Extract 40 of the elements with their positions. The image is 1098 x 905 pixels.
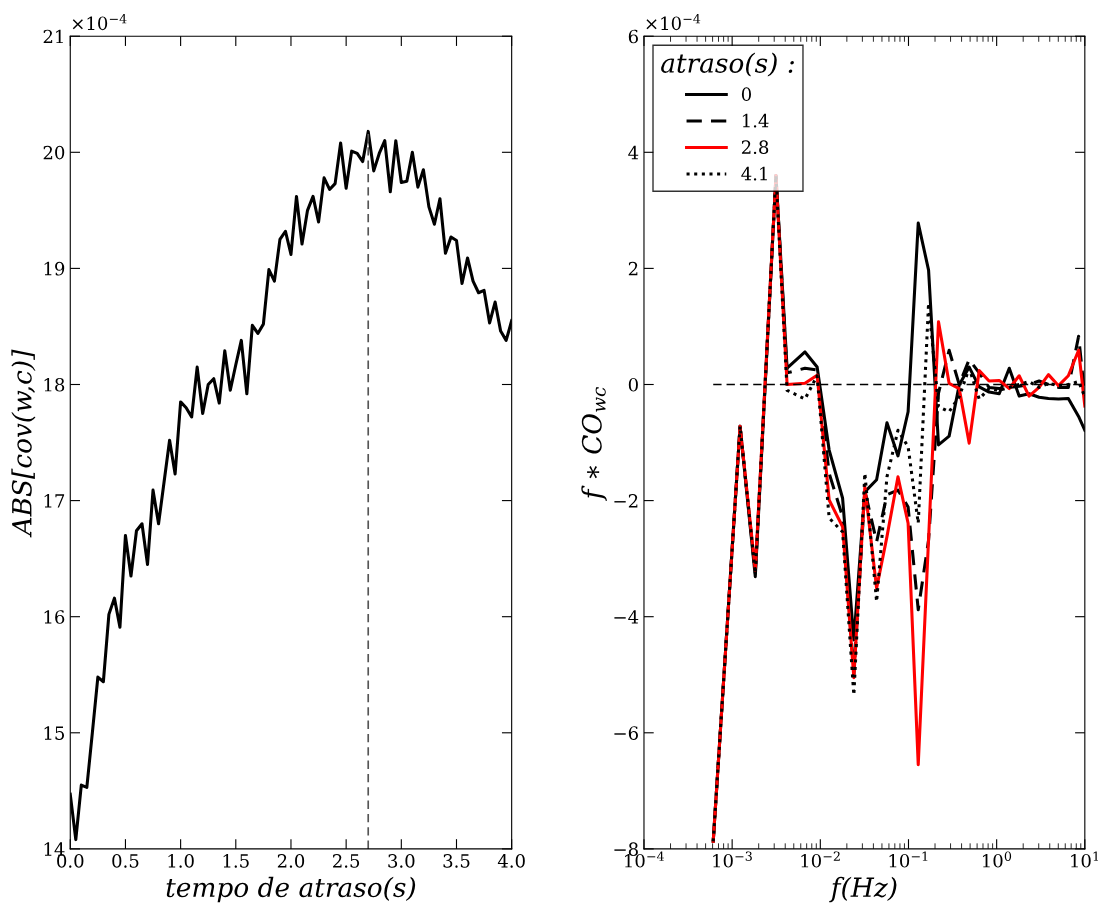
y-tick-label: 6 — [628, 29, 638, 44]
legend-label: 1.4 — [742, 113, 769, 128]
x-tick-label: 2.0 — [277, 854, 305, 868]
y-tick-label: 20 — [43, 145, 65, 160]
y-tick-label: 16 — [44, 610, 65, 624]
y-tick-label: 14 — [44, 842, 65, 856]
y-tick-label: −2 — [614, 494, 638, 508]
x-tick-label: 2.5 — [333, 854, 360, 868]
y-tick-label: 19 — [44, 261, 65, 276]
y-axis-title: f ∗ CO$_{wc}$ — [581, 386, 607, 501]
y-tick-label: 0 — [628, 377, 638, 392]
y-tick-label: 4 — [628, 145, 639, 160]
y-tick-label: 2 — [628, 261, 638, 276]
x-tick-label: 3.0 — [388, 854, 415, 868]
x-axis-title: tempo de atraso(s) — [166, 876, 416, 903]
text: ×10$^{−4}$ — [72, 13, 127, 31]
x-tick-label: 3.5 — [443, 854, 470, 868]
y-tick-label: 18 — [44, 377, 65, 392]
x-tick-label: 0.0 — [57, 854, 84, 868]
x-tick-label: 10$^{−3}$ — [713, 851, 752, 868]
legend-label: 2.8 — [741, 140, 769, 154]
x-axis-title: f(Hz) — [829, 876, 897, 903]
x-tick-label: 0.5 — [112, 854, 139, 868]
x-tick-label: 10$^{−1}$ — [889, 851, 928, 868]
y-tick-label: −6 — [614, 726, 638, 740]
x-tick-label: 1.0 — [168, 854, 194, 868]
x-tick-label: 10$^{0}$ — [982, 851, 1012, 868]
y-tick-label: −4 — [614, 610, 639, 624]
y-tick-label: 17 — [44, 494, 65, 508]
x-tick-label: 10$^{−2}$ — [801, 851, 840, 868]
y-tick-label: 15 — [44, 726, 65, 740]
y-axis-title: ABS[cov(w,c)] — [11, 349, 36, 538]
legend-label: 0 — [741, 87, 751, 101]
x-tick-label: 10$^{1}$ — [1071, 851, 1098, 868]
x-tick-label: 1.5 — [223, 854, 249, 868]
y-tick-label: 21 — [43, 29, 63, 44]
x-tick-label: 4.0 — [497, 854, 525, 868]
legend-label: 4.1 — [741, 166, 767, 181]
text: ×10$^{−4}$ — [646, 13, 701, 31]
legend-title: atraso(s) : — [661, 52, 794, 77]
